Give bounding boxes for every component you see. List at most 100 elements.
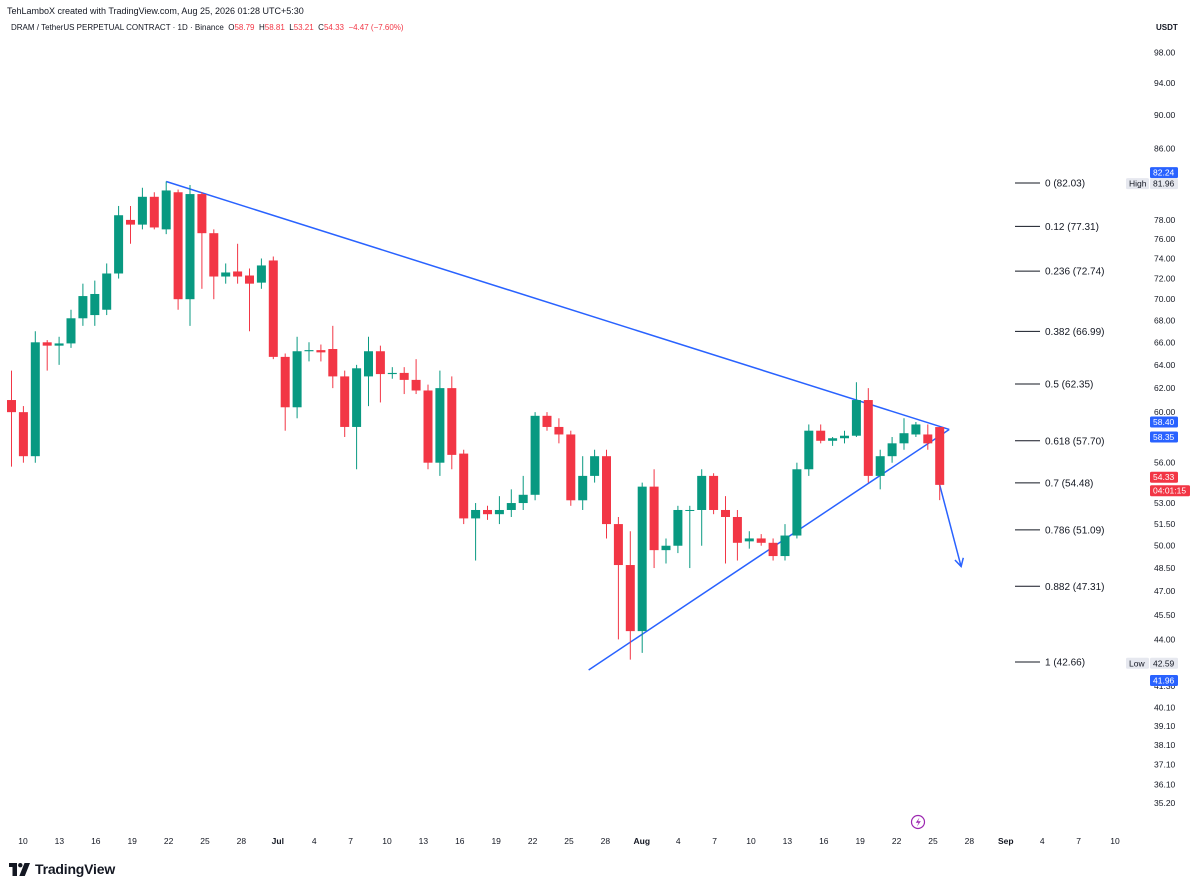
candle [268, 256, 278, 360]
candle-body [90, 293, 100, 316]
candle [613, 516, 623, 640]
candle-body [280, 356, 290, 408]
price-tick: 70.00 [1154, 294, 1176, 304]
close-label: C [318, 23, 324, 32]
candle [637, 482, 647, 653]
candle [352, 364, 362, 470]
price-tag-bg [1150, 657, 1178, 669]
price-tick: 72.00 [1154, 274, 1176, 284]
price-tag: 58.40 [1150, 416, 1178, 428]
price-tag: 58.35 [1150, 431, 1178, 443]
candle [483, 505, 492, 520]
price-tick: 56.00 [1154, 458, 1176, 468]
tradingview-logo[interactable]: TradingView [9, 859, 115, 879]
candle [233, 243, 243, 284]
price-tick: 66.00 [1154, 337, 1176, 347]
candle [399, 367, 409, 395]
candle [792, 462, 802, 539]
candle [292, 336, 302, 419]
currency-label[interactable]: USDT [1156, 23, 1178, 32]
candle-body [637, 486, 647, 632]
author-line: TehLamboX created with TradingView.com, … [7, 6, 304, 16]
candle-body [185, 194, 195, 300]
candle-body [233, 271, 243, 277]
time-tick: 10 [382, 836, 392, 846]
candle-body [352, 368, 362, 427]
candle [304, 342, 314, 362]
candle-body [840, 435, 849, 439]
price-tick: 76.00 [1154, 234, 1176, 244]
candle [375, 345, 385, 403]
candle [673, 505, 683, 554]
flash-icon[interactable] [910, 814, 926, 830]
candle [851, 382, 861, 437]
candle-body [483, 509, 492, 515]
candle [590, 449, 600, 483]
candle-body [721, 509, 730, 517]
price-tick: 39.10 [1154, 721, 1176, 731]
price-tag-value: 58.40 [1153, 417, 1175, 427]
candle [863, 388, 873, 483]
candle [42, 340, 52, 371]
candle-body [149, 196, 159, 228]
candle [709, 473, 719, 515]
candle-body [673, 509, 683, 546]
candle-body [304, 350, 314, 352]
candle-body [887, 443, 897, 457]
time-tick: 10 [746, 836, 756, 846]
candle [447, 376, 457, 470]
candle [542, 412, 552, 431]
candle-body [744, 538, 754, 542]
time-tick: 22 [892, 836, 902, 846]
candle-body [423, 390, 433, 463]
candle [149, 192, 159, 230]
time-tick: 16 [91, 836, 101, 846]
candle-body [375, 351, 385, 375]
price-tag: 54.33 [1150, 471, 1178, 483]
time-tick: Sep [998, 836, 1014, 846]
candle-body [613, 524, 623, 566]
descending-resistance [165, 180, 950, 431]
time-tick: 28 [601, 836, 611, 846]
candle-body [542, 415, 552, 427]
fib-label: 0.882 (47.31) [1045, 582, 1105, 593]
arrow-head [954, 557, 965, 569]
candle [209, 229, 219, 300]
candle-body [364, 351, 373, 377]
candle [114, 205, 124, 279]
candle [756, 534, 766, 546]
price-tag-bg [1150, 431, 1178, 443]
candle [661, 538, 671, 564]
time-tick: 4 [1040, 836, 1045, 846]
time-axis: 10 13 16 19 22 25 28 Jul 4 7 10 13 16 19 22 25 28 Aug 4 7 10… [18, 836, 1120, 846]
price-tick: 37.10 [1154, 759, 1176, 769]
candle-body [54, 343, 64, 346]
price-tick: 53.00 [1154, 498, 1176, 508]
candle-body [292, 351, 302, 408]
candle [185, 185, 195, 326]
candle-body [256, 265, 266, 283]
price-tag-value: 04:01:15 [1153, 486, 1186, 496]
symbol-legend[interactable]: DRAM / TetherUS PERPETUAL CONTRACT · 1D … [11, 23, 404, 32]
price-tag-bg [1150, 416, 1178, 428]
candle [173, 189, 183, 310]
candle [530, 412, 540, 501]
price-tick: 74.00 [1154, 253, 1176, 263]
price-tick: 62.00 [1154, 383, 1176, 393]
price-tick: 94.00 [1154, 78, 1176, 88]
candle-body [863, 400, 873, 476]
candle-body [66, 318, 76, 344]
candle [364, 336, 373, 407]
candle [935, 426, 945, 501]
symbol-name: DRAM / TetherUS PERPETUAL CONTRACT · 1D … [11, 23, 224, 32]
candle-body [780, 535, 790, 557]
time-tick: 28 [237, 836, 247, 846]
candle-body [816, 430, 826, 441]
price-tick: 35.20 [1154, 798, 1176, 808]
candle [7, 370, 16, 467]
candle [578, 456, 588, 510]
candle [732, 509, 742, 561]
price-tick: 98.00 [1154, 48, 1176, 58]
